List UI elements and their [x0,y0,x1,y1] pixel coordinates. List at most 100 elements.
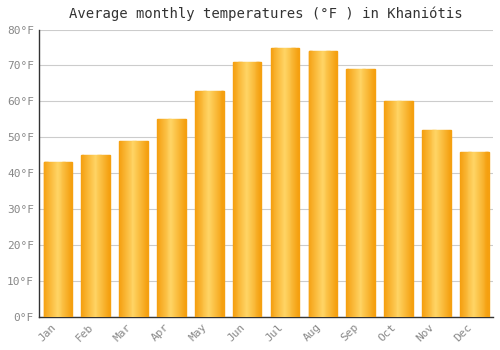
Bar [371,69,372,317]
Bar [314,51,316,317]
Bar [158,119,159,317]
Bar [180,119,181,317]
Bar [96,155,98,317]
Bar [57,162,58,317]
Bar [177,119,178,317]
Bar [168,119,170,317]
Bar [442,130,443,317]
Bar [463,152,464,317]
Bar [138,141,140,317]
Bar [364,69,366,317]
Bar [109,155,110,317]
Bar [243,62,244,317]
Bar [317,51,318,317]
Bar [105,155,106,317]
Bar [448,130,449,317]
Bar [218,91,219,317]
Bar [260,62,262,317]
Bar [369,69,370,317]
Bar [448,130,450,317]
Bar [486,152,488,317]
Bar [406,102,407,317]
Bar [349,69,350,317]
Bar [143,141,144,317]
Bar [358,69,360,317]
Bar [182,119,183,317]
Bar [444,130,445,317]
Bar [102,155,104,317]
Bar [477,152,478,317]
Bar [428,130,430,317]
Bar [296,48,298,317]
Bar [49,162,50,317]
Bar [388,102,389,317]
Bar [220,91,222,317]
Bar [285,48,286,317]
Bar [284,48,285,317]
Bar [333,51,334,317]
Bar [405,102,406,317]
Bar [166,119,167,317]
Bar [136,141,138,317]
Bar [360,69,362,317]
Bar [233,62,234,317]
Bar [438,130,440,317]
Bar [208,91,210,317]
Bar [91,155,92,317]
Bar [332,51,334,317]
Bar [234,62,235,317]
Bar [362,69,364,317]
Bar [480,152,481,317]
Bar [198,91,199,317]
Bar [460,152,461,317]
Bar [184,119,186,317]
Bar [44,162,46,317]
Bar [412,102,413,317]
Bar [394,102,396,317]
Bar [446,130,448,317]
Bar [464,152,466,317]
Bar [434,130,436,317]
Bar [475,152,476,317]
Bar [367,69,368,317]
Bar [430,130,431,317]
Bar [87,155,88,317]
Bar [244,62,246,317]
Bar [319,51,320,317]
Bar [410,102,411,317]
Bar [402,102,404,317]
Bar [424,130,425,317]
Bar [164,119,165,317]
Bar [161,119,162,317]
Bar [82,155,84,317]
Bar [176,119,177,317]
Bar [286,48,287,317]
Bar [321,51,322,317]
Bar [441,130,442,317]
Bar [308,51,310,317]
Bar [270,48,272,317]
Bar [446,130,447,317]
Bar [242,62,244,317]
Bar [331,51,332,317]
Bar [163,119,164,317]
Bar [195,91,196,317]
Bar [71,162,72,317]
Bar [430,130,432,317]
Bar [466,152,468,317]
Bar [197,91,198,317]
Bar [478,152,479,317]
Bar [350,69,352,317]
Bar [204,91,206,317]
Bar [432,130,434,317]
Bar [256,62,258,317]
Bar [98,155,100,317]
Bar [391,102,392,317]
Bar [482,152,483,317]
Bar [422,130,423,317]
Bar [297,48,298,317]
Bar [426,130,427,317]
Bar [85,155,86,317]
Bar [130,141,131,317]
Bar [200,91,201,317]
